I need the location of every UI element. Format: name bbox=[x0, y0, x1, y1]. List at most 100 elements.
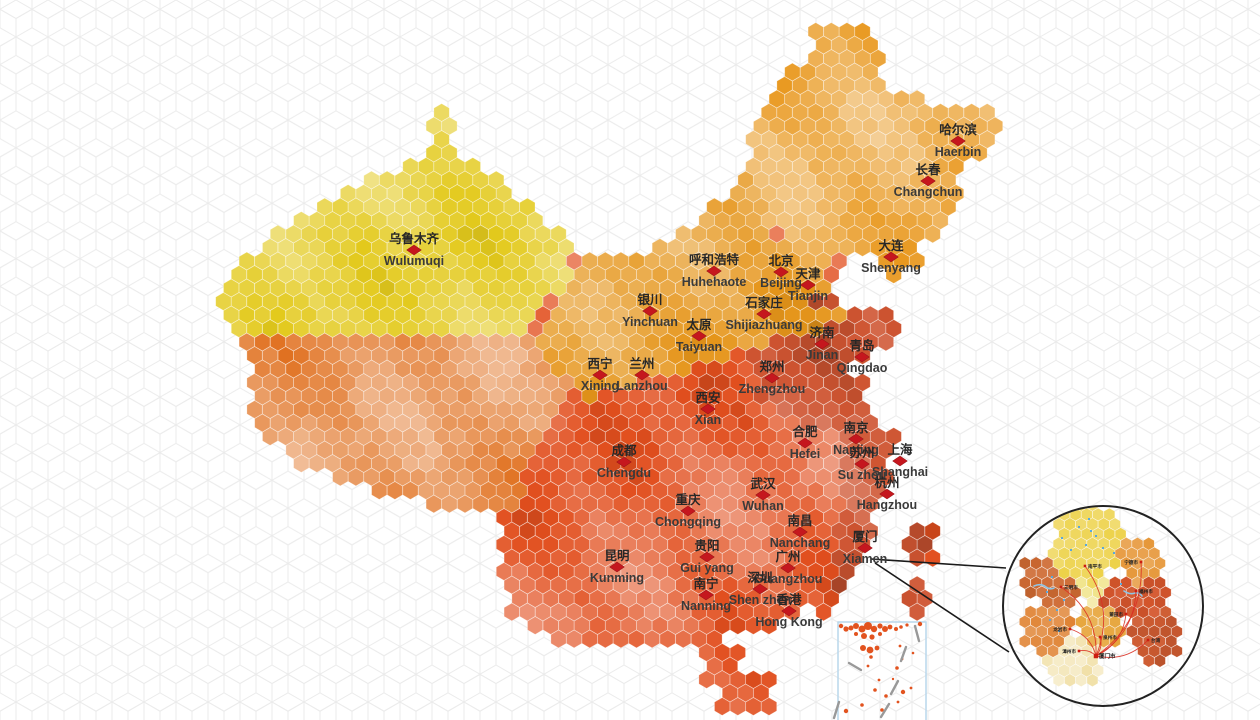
hex-cell bbox=[332, 278, 349, 298]
hex-cell bbox=[854, 238, 871, 257]
inset-hex-cell bbox=[1086, 673, 1099, 687]
inset-city-泉州市[interactable]: 泉州市 bbox=[1098, 634, 1117, 641]
hex-cell bbox=[425, 440, 442, 460]
hex-cell bbox=[636, 346, 653, 365]
hex-cell bbox=[573, 346, 590, 365]
inset-city-三明市[interactable]: 三明市 bbox=[1059, 584, 1078, 591]
hex-cell bbox=[581, 359, 598, 379]
hex-cell bbox=[909, 602, 926, 622]
hex-cell bbox=[854, 130, 871, 149]
hex-cell bbox=[644, 413, 661, 433]
hex-cell bbox=[815, 62, 832, 82]
inset-city-台湾[interactable]: 台湾 bbox=[1146, 637, 1161, 644]
hex-cell bbox=[605, 346, 622, 365]
hex-cell bbox=[706, 602, 723, 622]
hex-cell bbox=[838, 184, 855, 203]
island-dot bbox=[838, 623, 844, 629]
city-name-zh: 北京 bbox=[768, 253, 794, 268]
hex-cell bbox=[815, 521, 832, 541]
hex-cell bbox=[597, 467, 614, 487]
inset-city-福州市[interactable]: 福州市 bbox=[1134, 588, 1153, 595]
inset-city-漳州市[interactable]: 漳州市 bbox=[1062, 648, 1081, 655]
hex-cell bbox=[495, 265, 513, 284]
inset-hex-cell bbox=[1036, 644, 1048, 658]
hex-cell bbox=[293, 400, 310, 419]
hex-cell bbox=[402, 211, 419, 230]
hex-cell bbox=[527, 508, 544, 527]
inset-city-dot bbox=[1083, 564, 1087, 568]
hex-cell bbox=[246, 292, 263, 311]
hex-cell bbox=[449, 400, 466, 419]
hex-cell bbox=[441, 251, 458, 271]
inset-hex-cell bbox=[1137, 644, 1149, 658]
nine-dash-segment bbox=[889, 679, 900, 696]
hex-cell bbox=[324, 427, 341, 446]
city-diamond-marker bbox=[814, 338, 830, 350]
hex-cell bbox=[683, 454, 700, 473]
hex-cell bbox=[534, 575, 551, 595]
hex-cell bbox=[698, 562, 715, 581]
hex-cell bbox=[371, 238, 388, 257]
hex-cell bbox=[293, 265, 310, 284]
hex-cell bbox=[269, 224, 286, 244]
hex-cell bbox=[768, 278, 785, 298]
inset-city-厦门市[interactable]: 厦门市 bbox=[1093, 652, 1116, 660]
hex-cell bbox=[807, 49, 824, 68]
hex-cell bbox=[815, 602, 832, 622]
inset-city-南平市[interactable]: 南平市 bbox=[1083, 563, 1102, 570]
hex-cell bbox=[807, 76, 824, 95]
city-name-zh: 西宁 bbox=[587, 356, 612, 371]
hex-cell bbox=[745, 211, 762, 230]
city-name-zh: 太原 bbox=[686, 317, 712, 332]
hex-cell bbox=[659, 602, 676, 622]
city-name-zh: 南昌 bbox=[787, 513, 812, 528]
hex-cell bbox=[698, 292, 715, 311]
island-dot bbox=[866, 646, 874, 654]
hex-cell bbox=[831, 116, 848, 136]
hex-cell bbox=[955, 116, 972, 136]
hex-cell bbox=[823, 184, 840, 203]
hex-cell bbox=[721, 440, 739, 460]
hex-cell bbox=[566, 494, 583, 514]
hex-cell bbox=[659, 575, 676, 595]
hex-cell bbox=[503, 197, 520, 217]
hex-cell bbox=[729, 589, 746, 608]
inset-city-龙岩市[interactable]: 龙岩市 bbox=[1052, 626, 1072, 633]
hex-cell bbox=[425, 251, 442, 271]
inset-city-宁德市[interactable]: 宁德市 bbox=[1124, 559, 1143, 566]
inset-city-莆田市[interactable]: 莆田市 bbox=[1109, 611, 1128, 618]
